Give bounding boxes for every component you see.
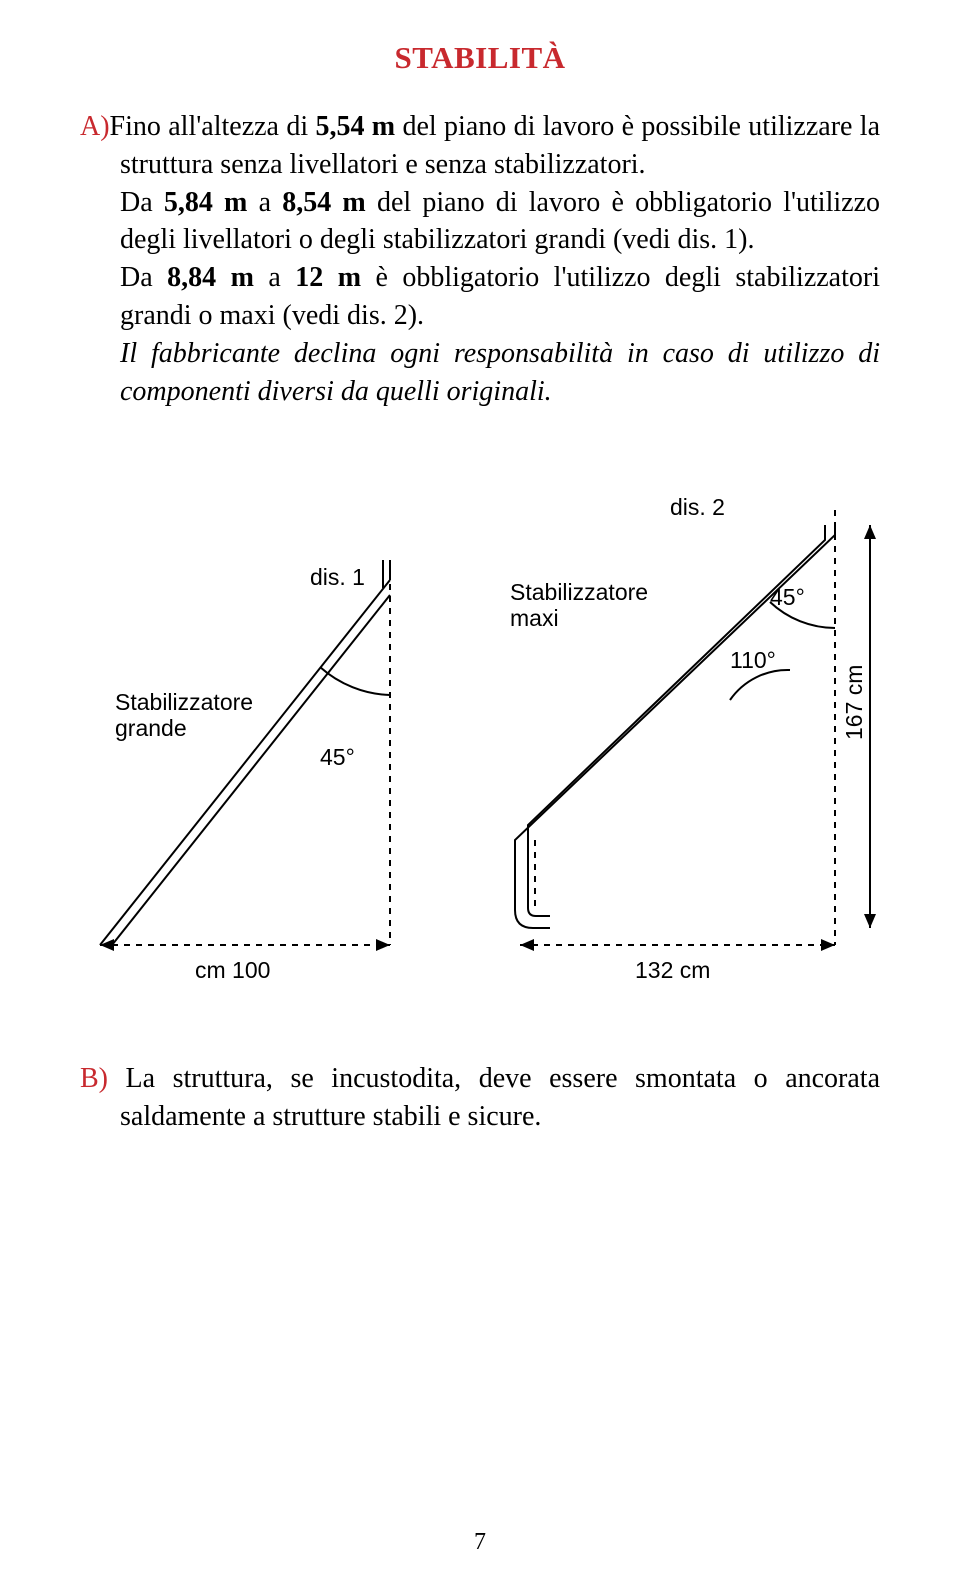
- para-a1: A)Fino all'altezza di 5,54 m del piano d…: [80, 108, 880, 184]
- dis2-label: dis. 2: [670, 494, 725, 520]
- stab-maxi-label: Stabilizzatoremaxi: [510, 579, 648, 631]
- dim100-label: cm 100: [195, 957, 270, 983]
- section-b: B) La struttura, se incustodita, deve es…: [80, 1060, 880, 1136]
- dis1-label: dis. 1: [310, 564, 365, 590]
- p2-t2: a: [247, 187, 282, 218]
- p1-t1: Fino all'altezza di: [110, 111, 316, 142]
- p3-t2: a: [254, 262, 295, 293]
- para-a2: Da 5,84 m a 8,54 m del piano di lavoro è…: [80, 184, 880, 260]
- p3-t1: Da: [120, 262, 167, 293]
- angle45b-label: 45°: [770, 584, 805, 610]
- p3-b2: 12 m: [295, 262, 361, 293]
- para-a4: Il fabbricante declina ogni responsabili…: [80, 335, 880, 411]
- b-text: La struttura, se incustodita, deve esser…: [120, 1063, 880, 1132]
- para-b: B) La struttura, se incustodita, deve es…: [80, 1060, 880, 1136]
- p2-t1: Da: [120, 187, 164, 218]
- section-a: A)Fino all'altezza di 5,54 m del piano d…: [80, 108, 880, 410]
- marker-b: B): [80, 1063, 108, 1094]
- diagram-container: dis. 1 Stabilizzatoregrande 45° cm 100: [80, 470, 880, 1010]
- p2-b1: 5,84 m: [164, 187, 248, 218]
- dim167-label: 167 cm: [841, 665, 867, 740]
- marker-a: A): [80, 111, 110, 142]
- page-number: 7: [0, 1529, 960, 1556]
- p2-b2: 8,54 m: [282, 187, 366, 218]
- angle45a-label: 45°: [320, 744, 355, 770]
- angle110-label: 110°: [730, 647, 776, 673]
- dim132-label: 132 cm: [635, 957, 710, 983]
- stab-grande-label: Stabilizzatoregrande: [115, 689, 253, 741]
- p3-b1: 8,84 m: [167, 262, 254, 293]
- dis2-group: dis. 2 Stabilizzatoremaxi 45° 110° 132 c…: [510, 494, 876, 983]
- para-a3: Da 8,84 m a 12 m è obbligatorio l'utiliz…: [80, 259, 880, 335]
- diagram-svg: dis. 1 Stabilizzatoregrande 45° cm 100: [80, 470, 880, 1010]
- dis1-group: dis. 1 Stabilizzatoregrande 45° cm 100: [100, 560, 390, 983]
- page-title: STABILITÀ: [80, 40, 880, 76]
- p1-b1: 5,54 m: [315, 111, 395, 142]
